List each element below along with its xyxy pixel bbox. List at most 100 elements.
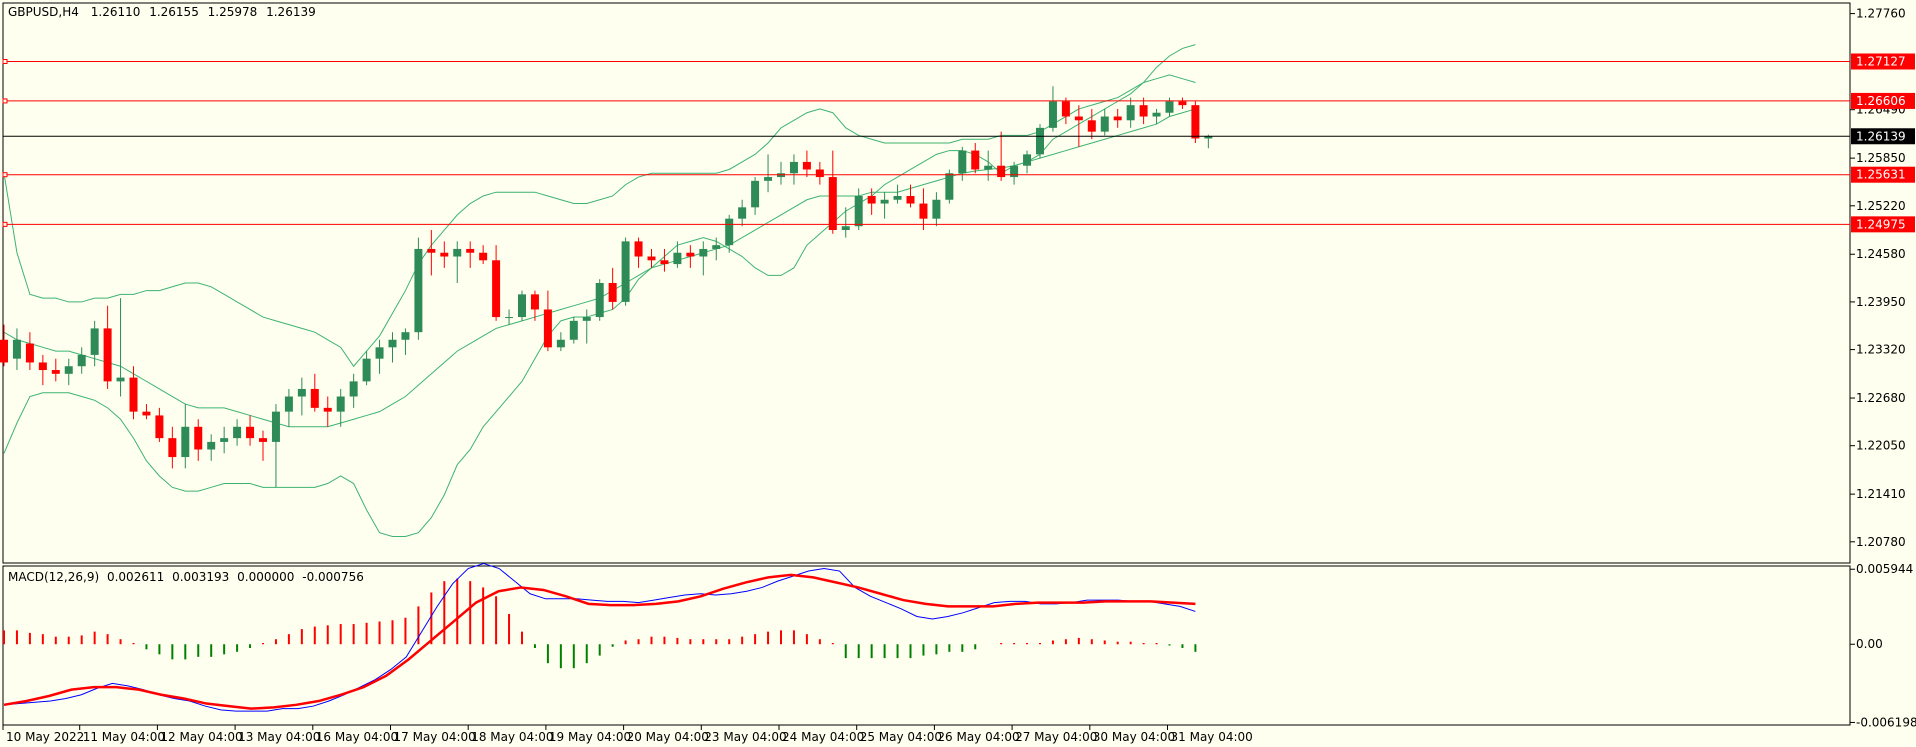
candle-body [621,241,630,302]
candle-body [194,426,203,450]
candle-body [556,339,565,348]
candle-body [246,426,255,439]
time-tick-label: 10 May 2022 [6,730,84,744]
level-price-label: 1.27127 [1856,54,1906,68]
macd-title: MACD(12,26,9) 0.002611 0.003193 0.000000… [8,570,364,584]
candle-body [77,354,86,367]
level-anchor-handle[interactable] [2,98,8,104]
candle-body [1126,105,1135,121]
candle-body [220,438,229,442]
candle-body [323,407,332,412]
candle-body [440,252,449,257]
time-tick-label: 12 May 04:00 [160,730,242,744]
current-price-tag [1851,128,1915,145]
time-tick-label: 18 May 04:00 [471,730,553,744]
candle-body [51,370,60,374]
macd-value-2: 0.003193 [172,570,229,584]
time-tick-label: 30 May 04:00 [1093,730,1175,744]
candle-body [686,252,695,257]
candle-body [997,165,1006,178]
price-tick-label: 1.24580 [1856,247,1906,261]
price-axis: 1.277601.264901.258501.252201.245801.239… [1850,7,1906,549]
price-tick-label: 1.27760 [1856,7,1906,21]
candle-body [233,426,242,439]
candle-body [1036,127,1044,155]
level-price-tag [1851,92,1915,109]
level-anchor-handle[interactable] [2,58,8,64]
horizontal-levels[interactable]: 1.27127 1.26606 1.25631 1.24975 1.26139 [2,53,1915,233]
candle-body [401,332,410,340]
candle-body [867,195,876,204]
time-tick-label: 25 May 04:00 [860,730,942,744]
candle-body [207,441,216,450]
header-comma: , [58,5,62,19]
candle-body [802,161,811,170]
candle-body [608,283,617,302]
candle-body [388,339,397,348]
candle-body [1100,116,1109,132]
level-anchor-handle[interactable] [2,172,8,178]
candle-body [751,180,760,208]
candle-body [569,320,578,340]
candle-body [530,294,539,310]
macd-value-4: -0.000756 [302,570,364,584]
candle-body [297,388,306,397]
macd-tick-label: 0.00 [1856,637,1883,651]
price-tick-label: 1.22050 [1856,439,1906,453]
candle-body [284,396,293,412]
candle-body [453,248,462,257]
candle-body [310,388,319,408]
ohlc-high: 1.26155 [149,5,199,19]
candle-body [362,358,371,382]
candle-body [518,294,526,318]
macd-axis: 0.005944 0.00 -0.006198 [1850,562,1916,729]
level-price-label: 1.26606 [1856,94,1906,108]
main-pane-frame [2,2,1851,564]
macd-label: MACD(12,26,9) [8,570,99,584]
candle-body [492,260,501,318]
time-tick-label: 23 May 04:00 [704,730,786,744]
time-tick-label: 24 May 04:00 [782,730,864,744]
macd-value-3: 0.000000 [237,570,294,584]
candle-body [427,248,436,253]
candle-body [1204,136,1213,139]
time-tick-label: 19 May 04:00 [549,730,631,744]
price-tick-label: 1.20780 [1856,535,1906,549]
price-tick-label: 1.23320 [1856,343,1906,357]
candle-body [647,256,656,261]
ohlc-close: 1.26139 [266,5,316,19]
candle-body [1023,154,1032,166]
price-tick-label: 1.23950 [1856,295,1906,309]
candle-body [828,177,837,231]
candle-body [595,283,604,318]
level-price-label: 1.25631 [1856,168,1906,182]
level-price-tag [1851,53,1915,70]
candle-body [349,381,358,397]
candle-body [1152,112,1161,117]
macd-indicator [3,562,1197,712]
level-anchor-handle[interactable] [2,221,8,227]
candle-body [660,260,669,265]
candle-body [984,165,993,170]
candle-body [1139,105,1148,117]
candle-body [932,199,941,219]
candle-body [1178,101,1187,106]
candle-body [764,177,773,181]
candle-body [116,377,125,382]
candle-body [1113,116,1122,121]
candle-body [259,438,267,442]
candle-body [543,309,552,348]
price-tick-label: 1.25850 [1856,151,1906,165]
candle-body [906,195,915,204]
candle-body [699,248,708,257]
time-tick-label: 17 May 04:00 [394,730,476,744]
candle-body [168,438,177,458]
level-price-label: 1.24975 [1856,217,1906,231]
time-tick-label: 13 May 04:00 [238,730,320,744]
candle-body [971,150,980,170]
candle-body [25,343,34,363]
candle-body [582,317,591,321]
candle-body [38,362,47,371]
